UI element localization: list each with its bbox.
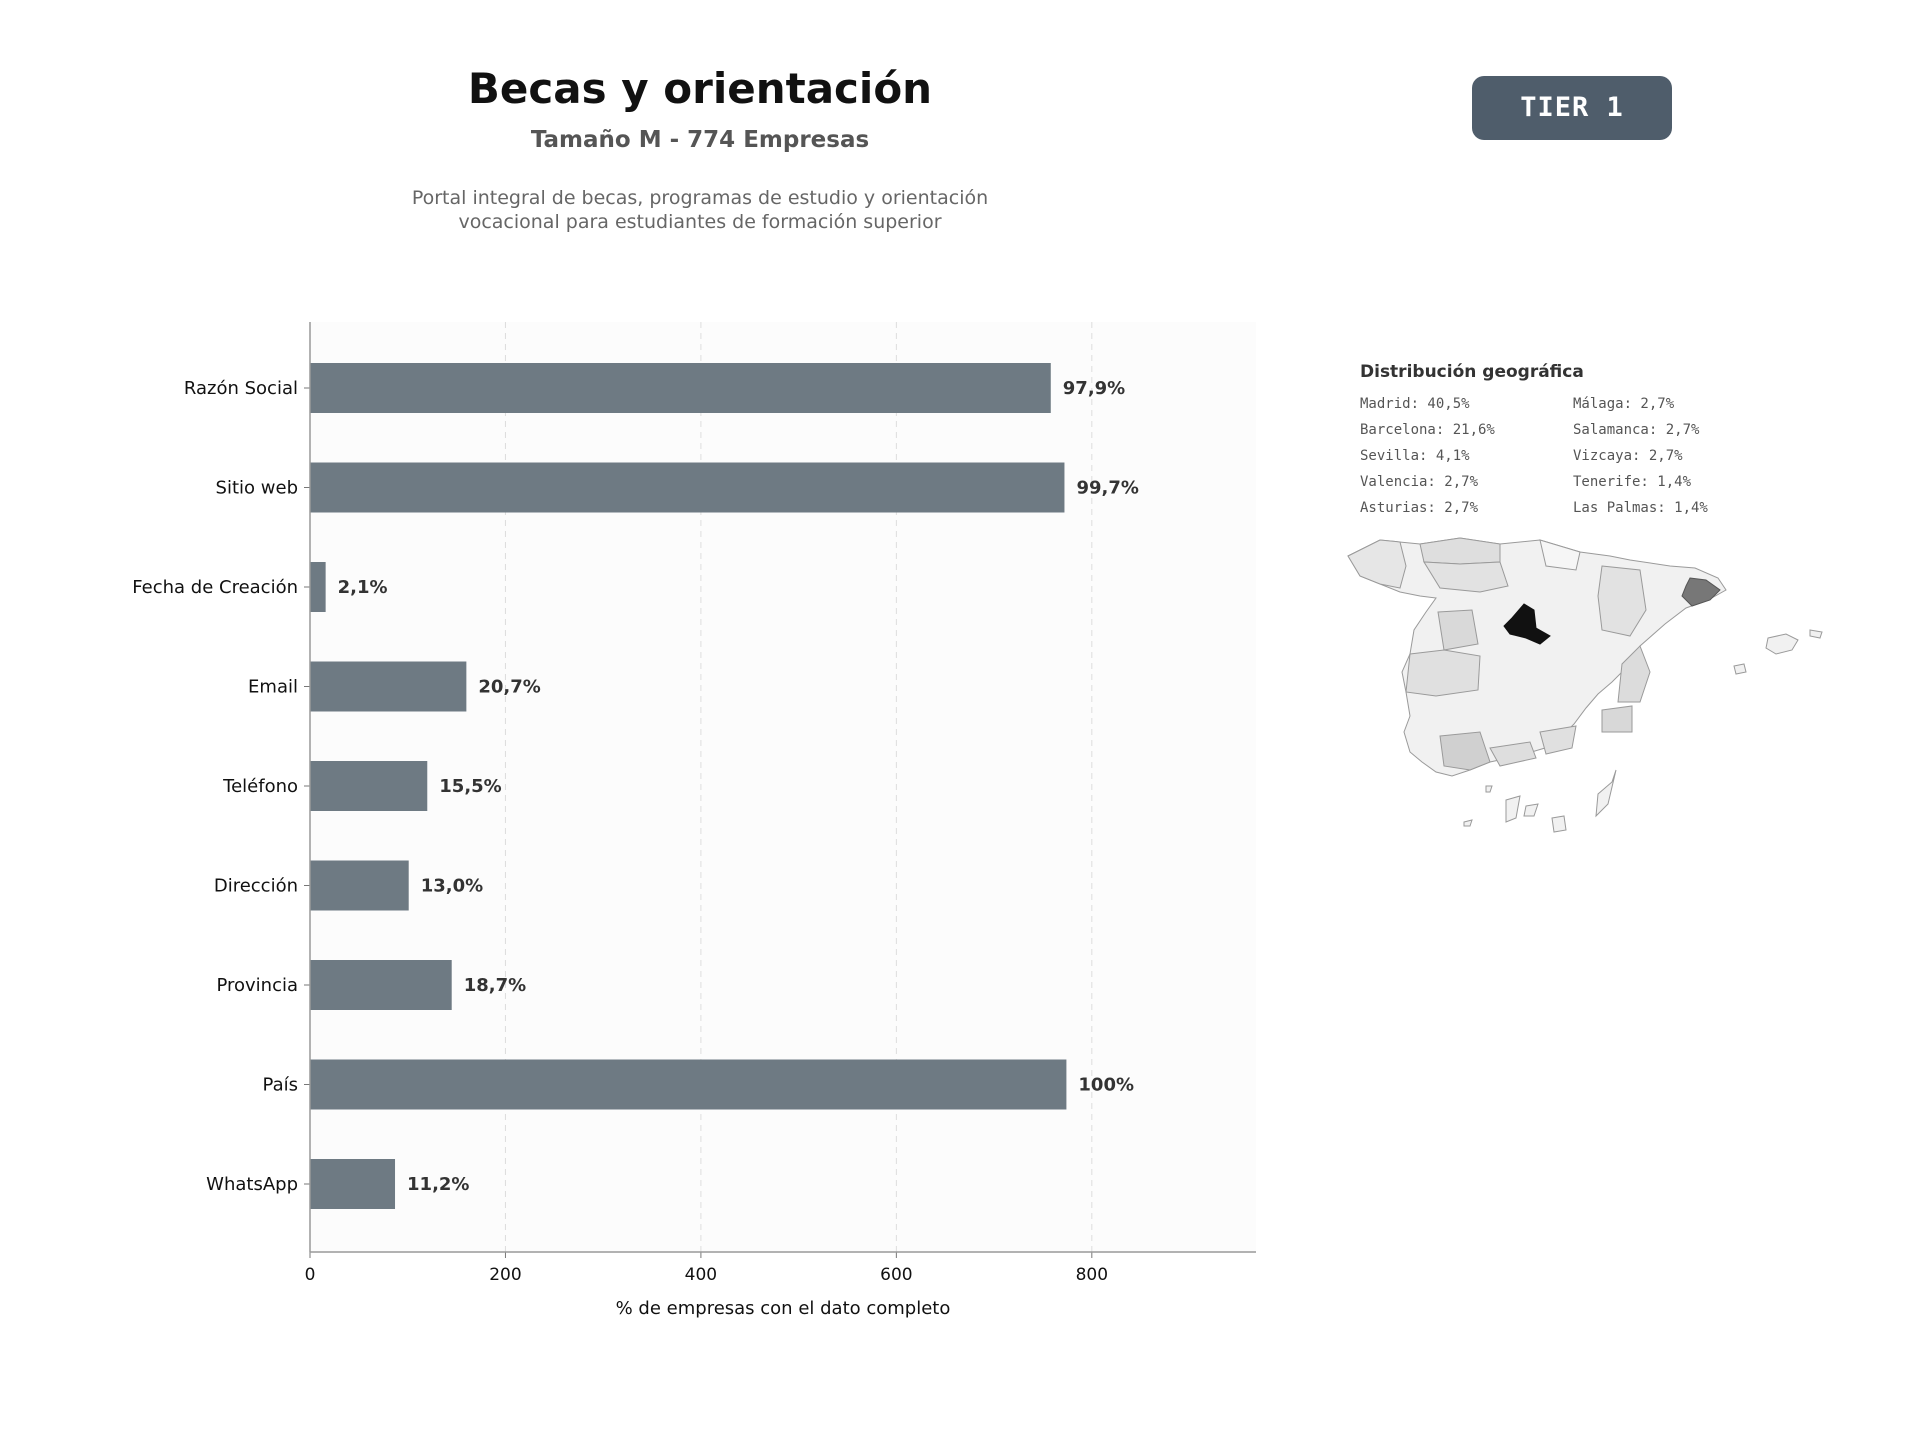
category-labels: Razón Social Sitio web Fecha de Creación Em…	[132, 378, 310, 1195]
x-axis-label: % de empresas con el dato completo	[616, 1298, 951, 1319]
category-label: Email	[248, 677, 298, 698]
bar	[310, 1059, 1067, 1110]
bar	[310, 761, 428, 811]
map-islands	[1463, 629, 1823, 833]
category-label: Provincia	[216, 975, 298, 996]
map-region-granada	[1539, 725, 1577, 755]
map-region-murcia	[1601, 705, 1633, 733]
x-tick-label: 0	[305, 1265, 316, 1285]
category-label: Teléfono	[222, 776, 298, 797]
bar	[310, 960, 452, 1010]
bar-chart: 97,9% 99,7% 2,1% 20,7% 15,5% 13,0% 18,7% 100% 11…	[132, 322, 1256, 1319]
bar-value-label: 13,0%	[421, 876, 483, 897]
map-region-malaga	[1489, 741, 1537, 767]
geo-item: Asturias: 2,7%	[1360, 500, 1479, 516]
bar	[310, 562, 326, 612]
map-canarias-3	[1551, 815, 1567, 833]
bar	[310, 661, 467, 712]
category-label: País	[263, 1075, 298, 1096]
map-region-valencia	[1617, 645, 1651, 703]
geo-item: Barcelona: 21,6%	[1360, 422, 1495, 438]
map-baleares-ibiza	[1733, 663, 1747, 675]
bar-value-label: 18,7%	[464, 975, 526, 996]
bar-value-label: 97,9%	[1063, 378, 1125, 399]
bar	[310, 860, 409, 911]
geo-item: Málaga: 2,7%	[1573, 396, 1675, 412]
map-region-madrid	[1503, 603, 1551, 645]
x-tick-label: 400	[685, 1265, 717, 1285]
geo-title: Distribución geográfica	[1360, 362, 1584, 382]
x-tick-label: 200	[489, 1265, 521, 1285]
page-description: Portal integral de becas, programas de e…	[300, 186, 1100, 234]
bars	[310, 363, 1067, 1209]
value-labels: 97,9% 99,7% 2,1% 20,7% 15,5% 13,0% 18,7% 100% 11…	[338, 378, 1139, 1195]
category-label: Razón Social	[184, 378, 298, 399]
geo-item: Sevilla: 4,1%	[1360, 448, 1470, 464]
page-title: Becas y orientación	[467, 64, 933, 113]
geo-item: Salamanca: 2,7%	[1573, 422, 1700, 438]
map-region-caceres	[1405, 649, 1481, 697]
description-line-1: Portal integral de becas, programas de e…	[411, 187, 989, 209]
map-baleares-mallorca	[1765, 633, 1799, 655]
map-canarias-5	[1485, 785, 1493, 793]
category-label: Fecha de Creación	[132, 577, 298, 598]
category-label: Sitio web	[216, 478, 298, 499]
geo-item: Las Palmas: 1,4%	[1573, 500, 1708, 516]
x-tick-labels: 0 200 400 600 800	[305, 1252, 1108, 1285]
tier-badge: TIER 1	[1472, 76, 1672, 140]
description-line-2: vocacional para estudiantes de formación…	[458, 211, 942, 233]
geo-item: Valencia: 2,7%	[1360, 474, 1479, 490]
map-canarias-1	[1505, 795, 1521, 823]
bar-value-label: 20,7%	[478, 677, 540, 698]
bar-value-label: 99,7%	[1076, 478, 1138, 499]
map-region-asturias	[1419, 537, 1501, 565]
geo-item: Madrid: 40,5%	[1360, 396, 1470, 412]
map-region-pais-vasco	[1539, 539, 1581, 571]
bar	[310, 363, 1051, 413]
map-mainland	[1347, 537, 1727, 777]
map-region-galicia	[1347, 539, 1407, 589]
map-canarias-4	[1595, 769, 1617, 818]
map-baleares-menorca	[1809, 629, 1823, 639]
category-label: WhatsApp	[206, 1174, 298, 1195]
map-region-sevilla	[1439, 731, 1491, 771]
bar-value-label: 100%	[1078, 1075, 1134, 1096]
map-canarias-6	[1463, 819, 1473, 827]
bar	[310, 1159, 396, 1209]
map-region-barcelona	[1681, 577, 1721, 607]
geo-item: Tenerife: 1,4%	[1573, 474, 1692, 490]
x-tick-label: 800	[1076, 1265, 1108, 1285]
category-label: Dirección	[214, 876, 298, 897]
bar-value-label: 11,2%	[407, 1174, 469, 1195]
page-subtitle: Tamaño M - 774 Empresas	[530, 127, 870, 153]
map-canarias-2	[1523, 803, 1539, 817]
map-region-aragon	[1597, 565, 1647, 637]
bar-value-label: 2,1%	[338, 577, 388, 598]
spain-map	[1347, 537, 1823, 833]
bar	[310, 462, 1065, 513]
geo-item: Vizcaya: 2,7%	[1573, 448, 1683, 464]
map-region-castilla-north	[1423, 561, 1509, 593]
bar-value-label: 15,5%	[439, 776, 501, 797]
map-regions	[1347, 537, 1727, 777]
x-tick-label: 600	[880, 1265, 912, 1285]
map-region-salamanca	[1437, 609, 1479, 651]
